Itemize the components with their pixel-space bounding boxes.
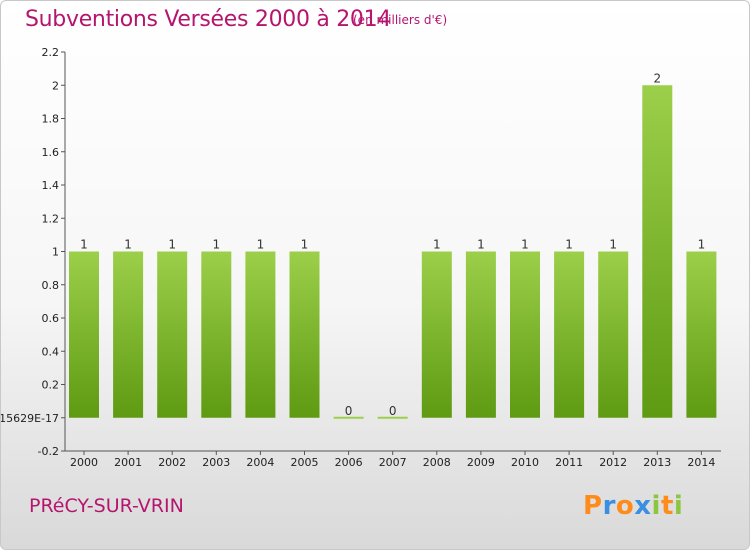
data-label: 1 [521, 238, 529, 252]
bar [113, 251, 144, 418]
proxiti-logo: Proxiti [583, 491, 683, 521]
data-labels-group: 1 1 1 1 1 1 0 0 1 1 1 1 1 2 1 [80, 71, 705, 418]
commune-name: PRéCY-SUR-VRIN [29, 495, 184, 517]
data-label: 1 [301, 238, 309, 252]
logo-letter: r [602, 491, 616, 521]
y-tick-label: 1.6 [42, 146, 60, 159]
data-label: 1 [433, 238, 441, 252]
x-tick-label: 2000 [70, 456, 98, 469]
y-tick-label: 2 [52, 79, 59, 92]
y-tick-label: 1.8 [42, 113, 60, 126]
bar [157, 251, 188, 418]
chart-subtitle: (en milliers d'€) [353, 13, 448, 27]
x-tick-label: 2011 [555, 456, 583, 469]
x-tick-label: 2008 [423, 456, 451, 469]
bar [421, 251, 452, 418]
y-tick-label: 1.4 [42, 179, 60, 192]
x-axis: 2000 2001 2002 2003 2004 2005 2006 2007 2008 2009… [65, 450, 721, 469]
bar [598, 251, 629, 418]
bar [201, 251, 232, 418]
y-tick-label: 1.2 [42, 212, 60, 225]
x-tick-label: 2001 [114, 456, 142, 469]
bar [686, 251, 717, 418]
data-label: 2 [653, 71, 661, 85]
x-tick-label: 2006 [335, 456, 363, 469]
data-label: 0 [345, 404, 353, 418]
bar [69, 251, 99, 418]
data-label: 1 [257, 238, 265, 252]
data-label: 1 [212, 238, 220, 252]
logo-letter: t [660, 491, 674, 521]
logo-letter: o [615, 491, 635, 521]
y-axis: -0.2 -15629E-17 0.2 0.4 0.6 0.8 1 1.2 1.4 1.6 1.8 2… [1, 46, 66, 458]
data-label: 1 [698, 238, 706, 252]
x-tick-label: 2012 [599, 456, 627, 469]
bar [245, 251, 276, 418]
x-tick-label: 2013 [643, 456, 671, 469]
bar [554, 251, 585, 418]
data-label: 1 [124, 238, 132, 252]
logo-letter: P [583, 491, 603, 521]
x-tick-label: 2005 [291, 456, 319, 469]
bars-group [69, 85, 717, 419]
x-tick-label: 2004 [246, 456, 274, 469]
bar [642, 85, 673, 418]
x-tick-label: 2007 [379, 456, 407, 469]
bar [465, 251, 496, 418]
x-tick-label: 2010 [511, 456, 539, 469]
data-label: 1 [609, 238, 617, 252]
logo-letter: i [651, 491, 661, 521]
bar [510, 251, 540, 418]
y-tick-label: -0.2 [38, 445, 59, 458]
bar [333, 416, 364, 419]
y-tick-label: 2.2 [42, 46, 60, 59]
bar [377, 416, 408, 419]
data-label: 1 [80, 238, 88, 252]
data-label: 1 [168, 238, 176, 252]
y-tick-label: 0.8 [42, 279, 60, 292]
x-tick-label: 2014 [687, 456, 715, 469]
y-tick-label: -15629E-17 [1, 412, 59, 425]
data-label: 1 [477, 238, 485, 252]
x-tick-label: 2002 [158, 456, 186, 469]
y-tick-label: 0.6 [42, 312, 60, 325]
y-tick-label: 1 [52, 246, 59, 259]
x-tick-label: 2003 [202, 456, 230, 469]
data-label: 1 [565, 238, 573, 252]
x-tick-label: 2009 [467, 456, 495, 469]
y-tick-label: 0.4 [42, 345, 60, 358]
bar [289, 251, 320, 418]
y-tick-label: 0.2 [42, 379, 60, 392]
logo-letter: i [673, 491, 684, 521]
logo-letter: x [634, 491, 652, 521]
data-label: 0 [389, 404, 397, 418]
chart-title: Subventions Versées 2000 à 2014 [25, 7, 392, 32]
